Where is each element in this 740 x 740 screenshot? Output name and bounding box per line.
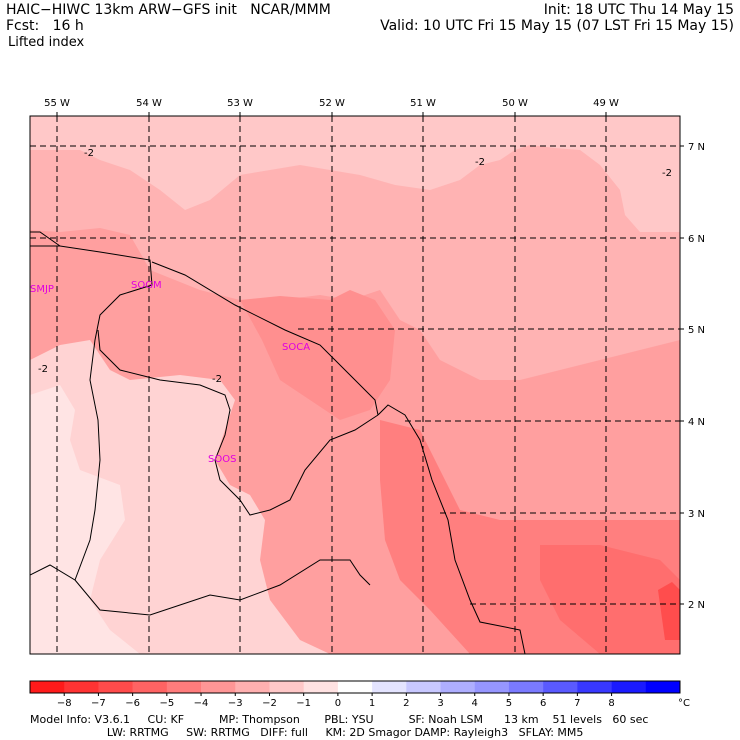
colorbar-tick-label: −1 (296, 698, 311, 709)
lifted-index-field (30, 116, 680, 654)
contour-label: -2 (38, 364, 48, 375)
colorbar-tick-label: 5 (506, 698, 512, 709)
border-interior (97, 329, 379, 516)
field-central-blob (240, 290, 395, 420)
border-central (151, 261, 379, 416)
contour-label: -2 (84, 148, 94, 159)
lat-label-2n: 2 N (688, 600, 705, 611)
river-line (30, 231, 61, 247)
lon-label-50w: 50 W (502, 98, 528, 109)
lat-label-4n: 4 N (688, 417, 705, 428)
colorbar: −8 −7 −6 −5 −4 −3 −2 −1 0 1 2 3 4 5 6 7 8 °C (29, 680, 690, 709)
colorbar-tick-label: −7 (91, 698, 106, 709)
colorbar-swatch (166, 681, 202, 693)
field-top-band (30, 116, 680, 232)
station-soca: SOCA (282, 342, 310, 353)
colorbar-tick-label: 3 (437, 698, 443, 709)
colorbar-swatch (474, 681, 510, 693)
station-smjp: SMJP (30, 284, 54, 295)
map-frame (29, 115, 681, 655)
colorbar-tick-label: −2 (262, 698, 277, 709)
lat-label-6n: 6 N (688, 234, 705, 245)
colorbar-tick-label: −8 (57, 698, 72, 709)
colorbar-tick-label: −4 (194, 698, 209, 709)
colorbar-swatch (303, 681, 339, 693)
colorbar-tick-label: 7 (574, 698, 580, 709)
station-sogm: SOGM (131, 280, 162, 291)
colorbar-swatch (508, 681, 544, 693)
colorbar-swatch (132, 681, 168, 693)
colorbar-swatch (337, 681, 373, 693)
colorbar-tick-label: 2 (403, 698, 409, 709)
colorbar-tick-label: −6 (125, 698, 140, 709)
colorbar-tick-label: 6 (540, 698, 546, 709)
contour-label: -2 (212, 374, 222, 385)
field-southeast-spot (658, 582, 680, 640)
colorbar-swatch (611, 681, 647, 693)
forecast-hour: Fcst: 16 h (6, 18, 84, 34)
frame-ticks (56, 112, 684, 605)
colorbar-swatch (645, 681, 681, 693)
lon-label-53w: 53 W (227, 98, 253, 109)
colorbar-tick-label: 1 (369, 698, 375, 709)
valid-time: Valid: 10 UTC Fri 15 May 15 (07 LST Fri … (380, 18, 734, 34)
model-title: HAIC−HIWC 13km ARW−GFS init NCAR/MMM (6, 2, 331, 18)
lat-label-5n: 5 N (688, 325, 705, 336)
colorbar-swatch (98, 681, 133, 693)
colorbar-frame (29, 680, 681, 694)
colorbar-swatch (406, 681, 441, 693)
border-west (30, 245, 153, 581)
lon-label-52w: 52 W (319, 98, 345, 109)
colorbar-tick-label: −5 (159, 698, 174, 709)
colorbar-swatch (372, 681, 407, 693)
border-coast-east (377, 404, 526, 654)
colorbar-swatch (543, 681, 578, 693)
field-southeast-darker (540, 545, 680, 654)
colorbar-tick-label: −3 (228, 698, 243, 709)
colorbar-swatch (269, 681, 304, 693)
contour-label: -2 (475, 157, 485, 168)
colorbar-unit: °C (678, 698, 690, 709)
field-interior-light (30, 340, 330, 654)
colorbar-tick-label: 0 (335, 698, 341, 709)
colorbar-swatch (577, 681, 612, 693)
contour-label: -2 (662, 168, 672, 179)
model-info-line1: Model Info: V3.6.1 CU: KF MP: Thompson P… (30, 713, 649, 726)
lon-label-49w: 49 W (593, 98, 619, 109)
lat-label-3n: 3 N (688, 509, 705, 520)
lon-label-55w: 55 W (44, 98, 70, 109)
init-time: Init: 18 UTC Thu 14 May 15 (543, 2, 734, 18)
model-info-line2: LW: RRTMG SW: RRTMG DIFF: full KM: 2D Sm… (30, 726, 584, 739)
lat-label-7n: 7 N (688, 142, 705, 153)
lon-label-54w: 54 W (136, 98, 162, 109)
colorbar-tick-label: 4 (472, 698, 478, 709)
lon-label-51w: 51 W (410, 98, 436, 109)
colorbar-swatch (201, 681, 236, 693)
colorbar-tick-label: 8 (608, 698, 614, 709)
colorbar-swatch (440, 681, 476, 693)
colorbar-swatch (30, 681, 65, 693)
colorbar-swatch (64, 681, 99, 693)
station-soos: SOOS (208, 454, 236, 465)
colorbar-swatch (235, 681, 270, 693)
field-name: Lifted index (8, 35, 85, 50)
graticule (30, 116, 680, 654)
